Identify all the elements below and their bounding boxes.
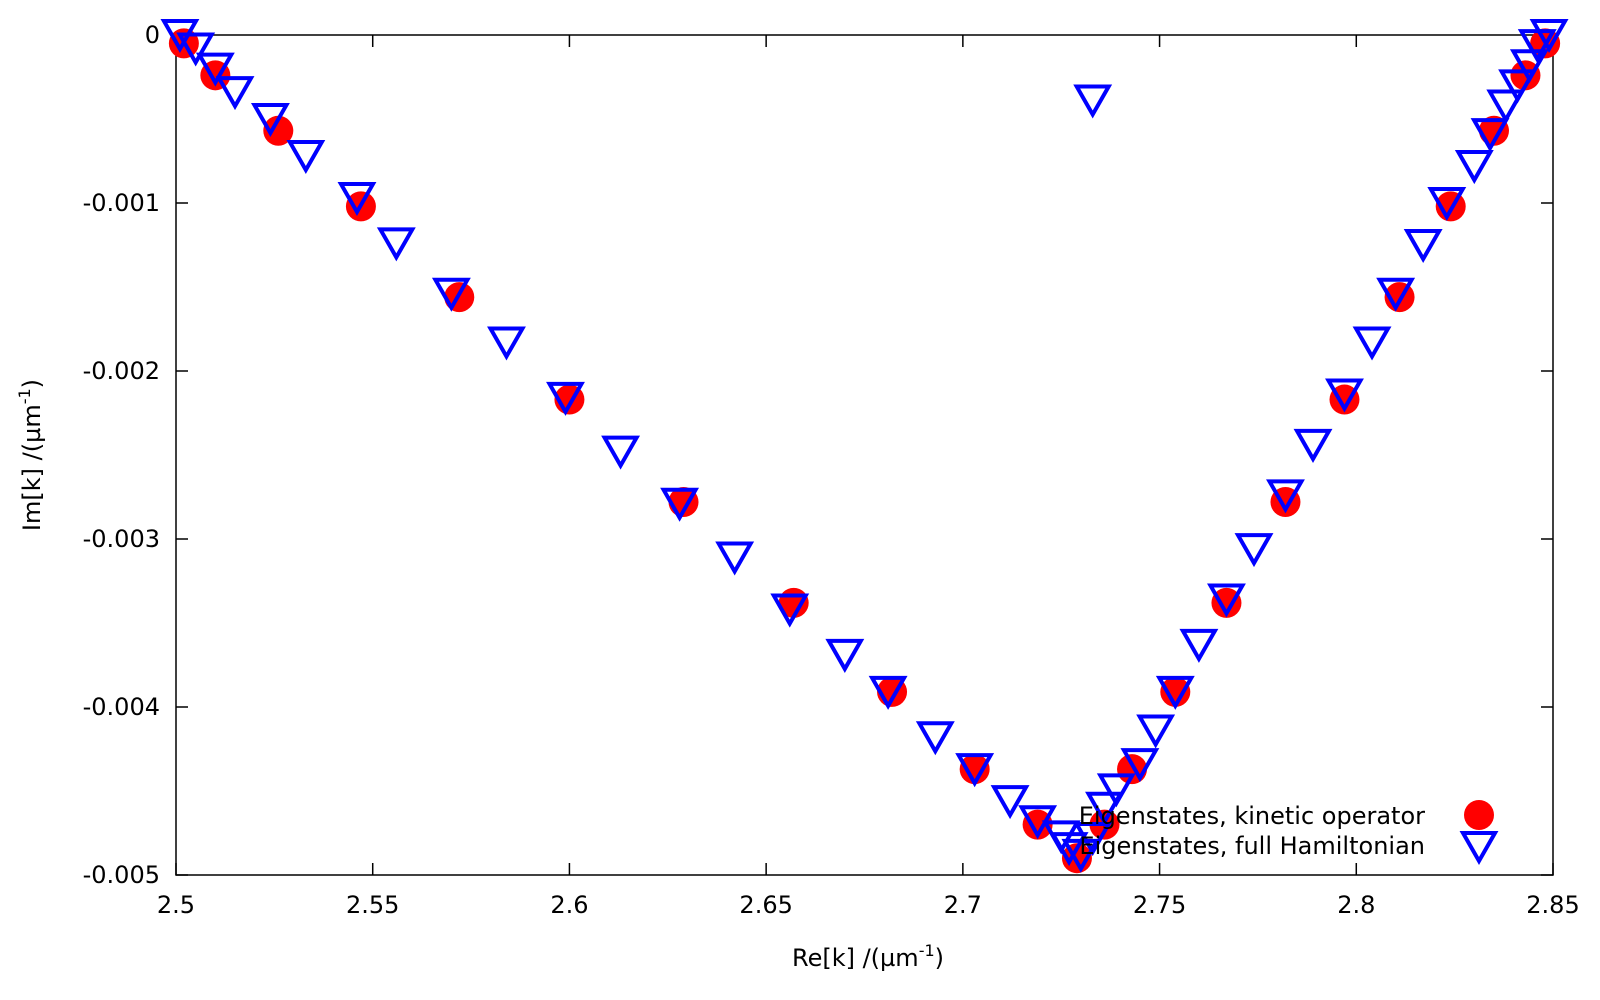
data-point-kinetic (263, 115, 294, 146)
data-marks (160, 19, 1569, 874)
y-tick-label: -0.002 (83, 357, 160, 385)
data-point-hamiltonian (1179, 628, 1219, 663)
data-point-kinetic (1022, 809, 1053, 840)
data-point-hamiltonian (1120, 748, 1160, 783)
plot-frame (175, 34, 1554, 876)
y-axis-label: Im[k] /(µm-1) (15, 379, 46, 531)
x-tick-label: 2.85 (1526, 891, 1579, 919)
x-tick-label: 2.7 (944, 891, 982, 919)
data-point-hamiltonian (1486, 89, 1526, 124)
data-point-hamiltonian (660, 487, 700, 522)
data-point-kinetic (1211, 587, 1242, 618)
data-point-hamiltonian (1073, 84, 1113, 119)
data-point-hamiltonian (1352, 326, 1392, 361)
data-point-hamiltonian (176, 32, 216, 67)
legend-marker-hamiltonian (1459, 831, 1499, 866)
data-point-hamiltonian (1529, 19, 1569, 54)
x-tick-label: 2.75 (1133, 891, 1186, 919)
data-point-hamiltonian (1234, 533, 1274, 568)
y-tick-label: -0.003 (83, 525, 160, 553)
x-axis-label: Re[k] /(µm-1) (792, 941, 944, 972)
data-point-hamiltonian (1403, 229, 1443, 264)
x-tick-label: 2.5 (157, 891, 195, 919)
y-tick-label: 0 (145, 21, 160, 49)
x-tick-label: 2.55 (346, 891, 399, 919)
data-point-hamiltonian (546, 381, 585, 416)
data-point-hamiltonian (1096, 773, 1136, 808)
data-point-hamiltonian (1498, 69, 1538, 104)
legend-label-kinetic: Eigenstates, kinetic operator (1079, 802, 1425, 830)
y-tick-label: -0.004 (83, 693, 160, 721)
x-axis-ticks: 2.5 2.55 2.6 2.65 2.7 2.75 2.8 2.85 (157, 35, 1580, 919)
data-point-hamiltonian (770, 593, 810, 628)
data-point-hamiltonian (1470, 118, 1510, 153)
data-point-hamiltonian (1325, 378, 1364, 413)
data-point-hamiltonian (215, 76, 255, 111)
data-point-hamiltonian (1427, 187, 1467, 222)
x-tick-label: 2.6 (550, 891, 588, 919)
data-point-hamiltonian (1155, 675, 1195, 710)
data-point-hamiltonian (1293, 428, 1333, 463)
data-point-hamiltonian (1266, 479, 1305, 514)
data-point-hamiltonian (1376, 277, 1416, 312)
y-tick-label: -0.005 (83, 861, 160, 889)
data-point-hamiltonian (1509, 49, 1549, 84)
y-tick-label: -0.001 (83, 189, 160, 217)
data-point-kinetic (1160, 676, 1191, 707)
data-point-hamiltonian (990, 785, 1030, 820)
data-point-hamiltonian (1073, 822, 1113, 857)
data-point-kinetic (959, 754, 990, 785)
x-tick-label: 2.65 (739, 891, 792, 919)
data-point-hamiltonian (1061, 838, 1101, 873)
data-point-hamiltonian (825, 638, 865, 673)
data-point-hamiltonian (715, 541, 755, 576)
data-point-hamiltonian (868, 675, 908, 710)
data-point-hamiltonian (337, 181, 377, 216)
data-point-hamiltonian (1085, 791, 1124, 826)
legend: Eigenstates, kinetic operator Eigenstate… (1079, 800, 1499, 866)
data-point-hamiltonian (286, 139, 326, 174)
legend-label-hamiltonian: Eigenstates, full Hamiltonian (1079, 832, 1425, 860)
x-tick-label: 2.8 (1337, 891, 1375, 919)
legend-marker-kinetic (1464, 800, 1494, 830)
data-point-hamiltonian (955, 753, 995, 788)
data-point-hamiltonian (487, 326, 526, 361)
data-point-hamiltonian (1049, 832, 1089, 867)
data-point-hamiltonian (1454, 150, 1494, 185)
data-point-hamiltonian (915, 721, 955, 756)
data-point-hamiltonian (1207, 583, 1246, 618)
data-point-hamiltonian (376, 227, 416, 262)
data-point-hamiltonian (250, 103, 290, 138)
data-point-hamiltonian (195, 52, 235, 87)
data-point-hamiltonian (1136, 714, 1176, 749)
data-point-hamiltonian (431, 277, 471, 312)
y-axis-ticks: 0 -0.001 -0.002 -0.003 -0.004 -0.005 (83, 21, 1553, 889)
data-point-hamiltonian (601, 435, 641, 470)
